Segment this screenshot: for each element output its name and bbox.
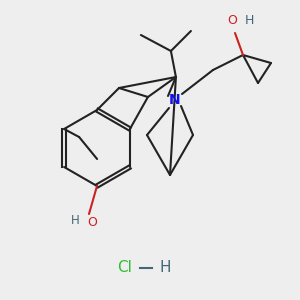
Text: Cl: Cl [118, 260, 132, 275]
Text: H: H [70, 214, 80, 226]
Text: H: H [159, 260, 171, 275]
Text: O: O [227, 14, 237, 26]
Text: N: N [169, 93, 181, 107]
Text: O: O [87, 215, 97, 229]
Text: H: H [244, 14, 254, 26]
